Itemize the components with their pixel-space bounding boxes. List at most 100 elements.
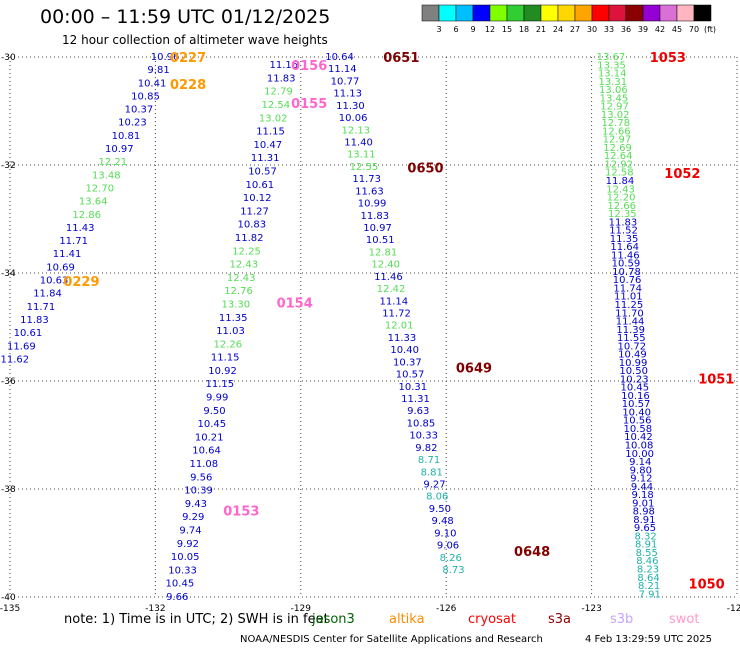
wave-height-value: 11.25 <box>615 300 644 311</box>
x-tick-label: -126 <box>436 604 457 614</box>
colorbar-tick-label: 27 <box>570 25 580 34</box>
wave-height-value: 13.14 <box>598 69 627 80</box>
wave-height-value: 8.71 <box>418 455 440 466</box>
colorbar-swatch <box>693 4 712 22</box>
x-tick-label: -120 <box>727 604 740 614</box>
wave-height-value: 8.26 <box>440 553 462 564</box>
wave-height-value: 10.37 <box>393 357 422 368</box>
wave-height-value: 8.32 <box>634 531 656 542</box>
wave-height-value: 12.76 <box>224 286 253 297</box>
wave-height-value: 12.13 <box>342 125 371 136</box>
wave-height-value: 12.26 <box>214 339 243 350</box>
wave-height-value: 9.74 <box>179 526 201 537</box>
wave-height-value: 13.67 <box>597 52 626 63</box>
wave-height-value: 10.56 <box>623 416 652 427</box>
wave-height-value: 12.97 <box>603 135 632 146</box>
wave-height-value: 10.42 <box>624 432 653 443</box>
chart-subtitle: 12 hour collection of altimeter wave hei… <box>62 33 328 47</box>
wave-height-value: 11.69 <box>7 341 36 352</box>
pass-time-label: 0153 <box>223 505 259 520</box>
wave-height-value: 9.80 <box>630 465 652 476</box>
sat-label-jason3: jason3 <box>312 612 355 627</box>
wave-height-value: 9.18 <box>631 490 653 501</box>
y-tick-label: -36 <box>1 377 16 387</box>
wave-height-value: 9.12 <box>630 474 652 485</box>
wave-height-value: 9.27 <box>423 480 445 491</box>
wave-height-value: 12.79 <box>264 87 293 98</box>
wave-height-value: 11.83 <box>20 315 49 326</box>
wave-height-value: 11.84 <box>606 176 635 187</box>
wave-height-value: 11.15 <box>256 127 285 138</box>
wave-height-value: 10.72 <box>618 341 647 352</box>
wave-height-value: 11.46 <box>374 272 403 283</box>
wave-height-value: 10.37 <box>125 105 154 116</box>
wave-height-value: 13.11 <box>347 150 376 161</box>
wave-height-value: 12.40 <box>371 260 400 271</box>
wave-height-value: 8.81 <box>421 467 443 478</box>
wave-height-value: 12.55 <box>350 162 379 173</box>
wave-height-value: 12.92 <box>604 159 633 170</box>
wave-height-value: 12.66 <box>602 126 631 137</box>
wave-height-value: 10.76 <box>613 275 642 286</box>
wave-height-value: 9.48 <box>431 516 453 527</box>
pass-time-label: 1050 <box>689 578 725 593</box>
wave-height-value: 12.54 <box>262 100 291 111</box>
wave-height-value: 12.58 <box>605 168 634 179</box>
pass-time-label: 1053 <box>650 51 686 66</box>
colorbar-tick-label: 39 <box>638 25 648 34</box>
wave-height-value: 11.03 <box>216 326 245 337</box>
wave-height-value: 10.40 <box>390 345 419 356</box>
x-tick-label: -132 <box>145 604 165 614</box>
footer-note: note: 1) Time is in UTC; 2) SWH is in fe… <box>64 612 329 627</box>
wave-height-value: 13.02 <box>601 110 630 121</box>
wave-height-value: 9.56 <box>190 472 212 483</box>
wave-height-value: 9.14 <box>629 457 651 468</box>
wave-height-value: 10.85 <box>131 91 160 102</box>
wave-height-value: 10.40 <box>622 407 651 418</box>
wave-height-value: 9.92 <box>177 539 199 550</box>
wave-height-value: 13.30 <box>222 299 251 310</box>
colorbar-tick-label: 42 <box>655 25 665 34</box>
wave-height-value: 11.08 <box>190 459 219 470</box>
wave-height-value: 10.33 <box>168 565 197 576</box>
wave-height-value: 11.84 <box>33 289 62 300</box>
wave-height-value: 11.74 <box>613 283 642 294</box>
wave-height-value: 9.65 <box>634 523 656 534</box>
pass-time-label: 0154 <box>277 297 313 312</box>
wave-height-value: 8.23 <box>637 565 659 576</box>
wave-height-value: 12.66 <box>607 201 636 212</box>
wave-height-value: 11.27 <box>240 206 269 217</box>
colorbar-unit-label: (ft) <box>704 25 716 34</box>
wave-height-value: 10.45 <box>198 419 227 430</box>
x-tick-label: -123 <box>581 604 601 614</box>
wave-height-value: 9.99 <box>206 393 228 404</box>
track-s3a: 10.6411.1410.7711.1311.3010.0612.1311.40… <box>325 51 550 576</box>
wave-height-value: 11.83 <box>267 73 296 84</box>
wave-height-value: 11.46 <box>611 250 640 261</box>
wave-height-value: 11.44 <box>616 317 645 328</box>
wave-height-value: 9.10 <box>434 528 456 539</box>
wave-height-value: 8.98 <box>633 507 655 518</box>
sat-label-cryosat: cryosat <box>468 612 516 627</box>
wave-height-value: 10.81 <box>112 131 141 142</box>
wave-height-value: 8.06 <box>426 492 448 503</box>
wave-height-value: 10.21 <box>195 432 224 443</box>
wave-height-value: 8.55 <box>636 548 658 559</box>
wave-height-value: 10.51 <box>366 235 395 246</box>
wave-height-value: 10.23 <box>118 118 147 129</box>
wave-height-value: 9.63 <box>407 406 429 417</box>
pass-time-label: 0650 <box>407 162 443 177</box>
wave-height-value: 10.05 <box>171 552 200 563</box>
track-swot: 11.16 11.83 12.79 12.54 13.02 11.15 10.47 11.31… <box>166 59 328 603</box>
y-tick-label: -40 <box>1 593 16 603</box>
wave-height-value: 11.83 <box>361 211 390 222</box>
y-tick-label: -38 <box>1 485 16 495</box>
pass-time-label: 0228 <box>170 78 206 93</box>
wave-height-value: 8.21 <box>638 581 660 592</box>
wave-height-value: 10.58 <box>624 424 653 435</box>
wave-height-value: 12.20 <box>607 193 636 204</box>
wave-height-value: 10.78 <box>612 267 641 278</box>
wave-height-value: 10.31 <box>398 382 427 393</box>
wave-height-value: 10.33 <box>409 431 438 442</box>
